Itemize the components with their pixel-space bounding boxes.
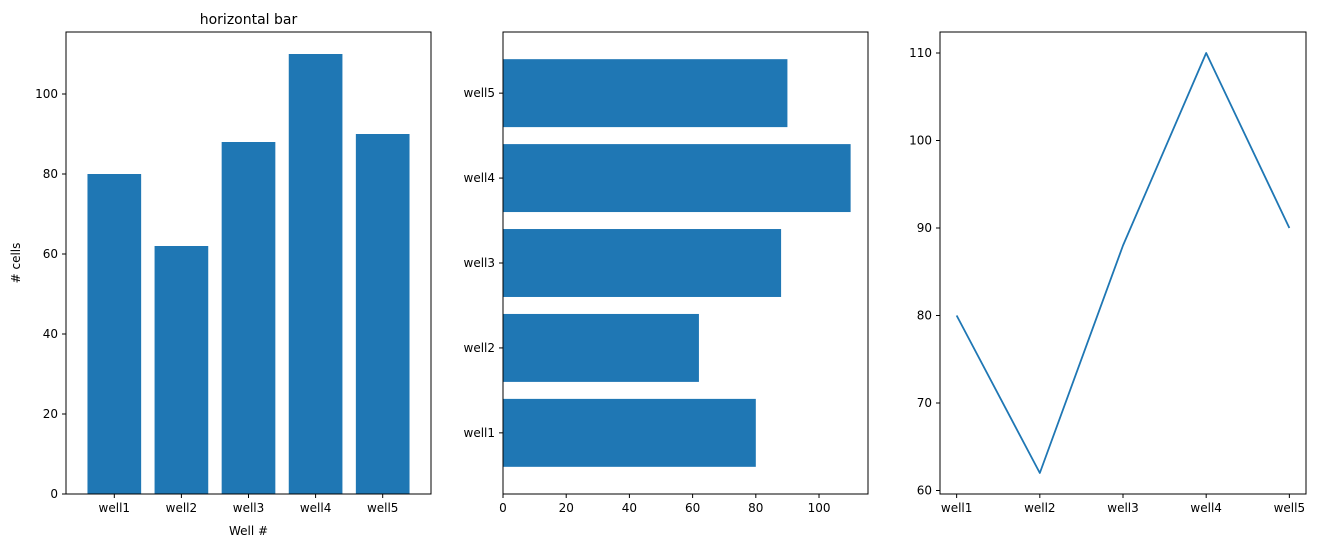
x-tick-label-40: 40 bbox=[622, 501, 637, 515]
y-tick-label-80: 80 bbox=[43, 167, 58, 181]
line-frame bbox=[939, 31, 1307, 495]
bar-well1 bbox=[87, 174, 142, 494]
y-tick-label-90: 90 bbox=[917, 221, 932, 235]
x-tick-label-60: 60 bbox=[685, 501, 700, 515]
y-tick-label-60: 60 bbox=[917, 484, 932, 498]
hbar-well5 bbox=[503, 59, 788, 128]
x-tick-label-well2: well2 bbox=[1024, 501, 1056, 515]
x-tick-label-well1: well1 bbox=[941, 501, 973, 515]
bar-well5 bbox=[355, 134, 410, 494]
bar-well3 bbox=[221, 142, 276, 494]
y-tick-label-100: 100 bbox=[909, 134, 932, 148]
x-tick-label-well3: well3 bbox=[1107, 501, 1139, 515]
horizontal-bar-marks: well1 well2 well3 well4 well5 0 20 40 60 80 100 bbox=[464, 59, 851, 515]
vertical-bar-xlabel: Well # bbox=[229, 524, 268, 538]
horizontal-bar-panel: well1 well2 well3 well4 well5 0 20 40 60 80 100 bbox=[464, 31, 869, 515]
hbar-well3 bbox=[503, 229, 782, 297]
y-tick-label-well2: well2 bbox=[464, 341, 496, 355]
x-tick-label-well4: well4 bbox=[300, 501, 332, 515]
x-tick-label-well1: well1 bbox=[99, 501, 131, 515]
y-tick-label-20: 20 bbox=[43, 407, 58, 421]
hbar-well4 bbox=[503, 144, 851, 213]
x-tick-label-80: 80 bbox=[748, 501, 763, 515]
hbar-well1 bbox=[503, 398, 756, 467]
x-tick-label-well2: well2 bbox=[166, 501, 198, 515]
y-tick-label-40: 40 bbox=[43, 327, 58, 341]
y-tick-label-110: 110 bbox=[909, 46, 932, 60]
bar-well2 bbox=[154, 246, 209, 494]
y-tick-label-0: 0 bbox=[50, 487, 58, 501]
y-tick-label-well1: well1 bbox=[464, 426, 496, 440]
vertical-bar-ylabel: # cells bbox=[9, 243, 23, 284]
x-tick-label-well4: well4 bbox=[1190, 501, 1222, 515]
y-tick-label-70: 70 bbox=[917, 396, 932, 410]
y-tick-label-well3: well3 bbox=[464, 256, 496, 270]
y-tick-label-well4: well4 bbox=[464, 171, 496, 185]
x-tick-label-well5: well5 bbox=[367, 501, 399, 515]
y-tick-label-60: 60 bbox=[43, 247, 58, 261]
x-tick-label-well5: well5 bbox=[1274, 501, 1306, 515]
x-tick-label-0: 0 bbox=[499, 501, 507, 515]
vertical-bar-panel: horizontal bar Well # # cells well1 well2… bbox=[9, 12, 432, 538]
line-panel: well1 well2 well3 well4 well5 60 70 80 90 100 110 bbox=[909, 31, 1307, 515]
vertical-bar-marks: well1 well2 well3 well4 well5 0 20 40 60 80 100 bbox=[35, 54, 410, 515]
vertical-bar-frame bbox=[65, 31, 432, 495]
x-tick-label-100: 100 bbox=[808, 501, 831, 515]
y-tick-label-100: 100 bbox=[35, 87, 58, 101]
hbar-well2 bbox=[503, 313, 699, 382]
x-tick-label-20: 20 bbox=[559, 501, 574, 515]
x-tick-label-well3: well3 bbox=[233, 501, 265, 515]
y-tick-label-80: 80 bbox=[917, 309, 932, 323]
bar-well4 bbox=[288, 54, 343, 494]
line-marks: well1 well2 well3 well4 well5 60 70 80 90 100 110 bbox=[909, 46, 1305, 515]
y-tick-label-well5: well5 bbox=[464, 86, 496, 100]
vertical-bar-title: horizontal bar bbox=[200, 12, 298, 28]
horizontal-bar-frame bbox=[502, 31, 869, 495]
